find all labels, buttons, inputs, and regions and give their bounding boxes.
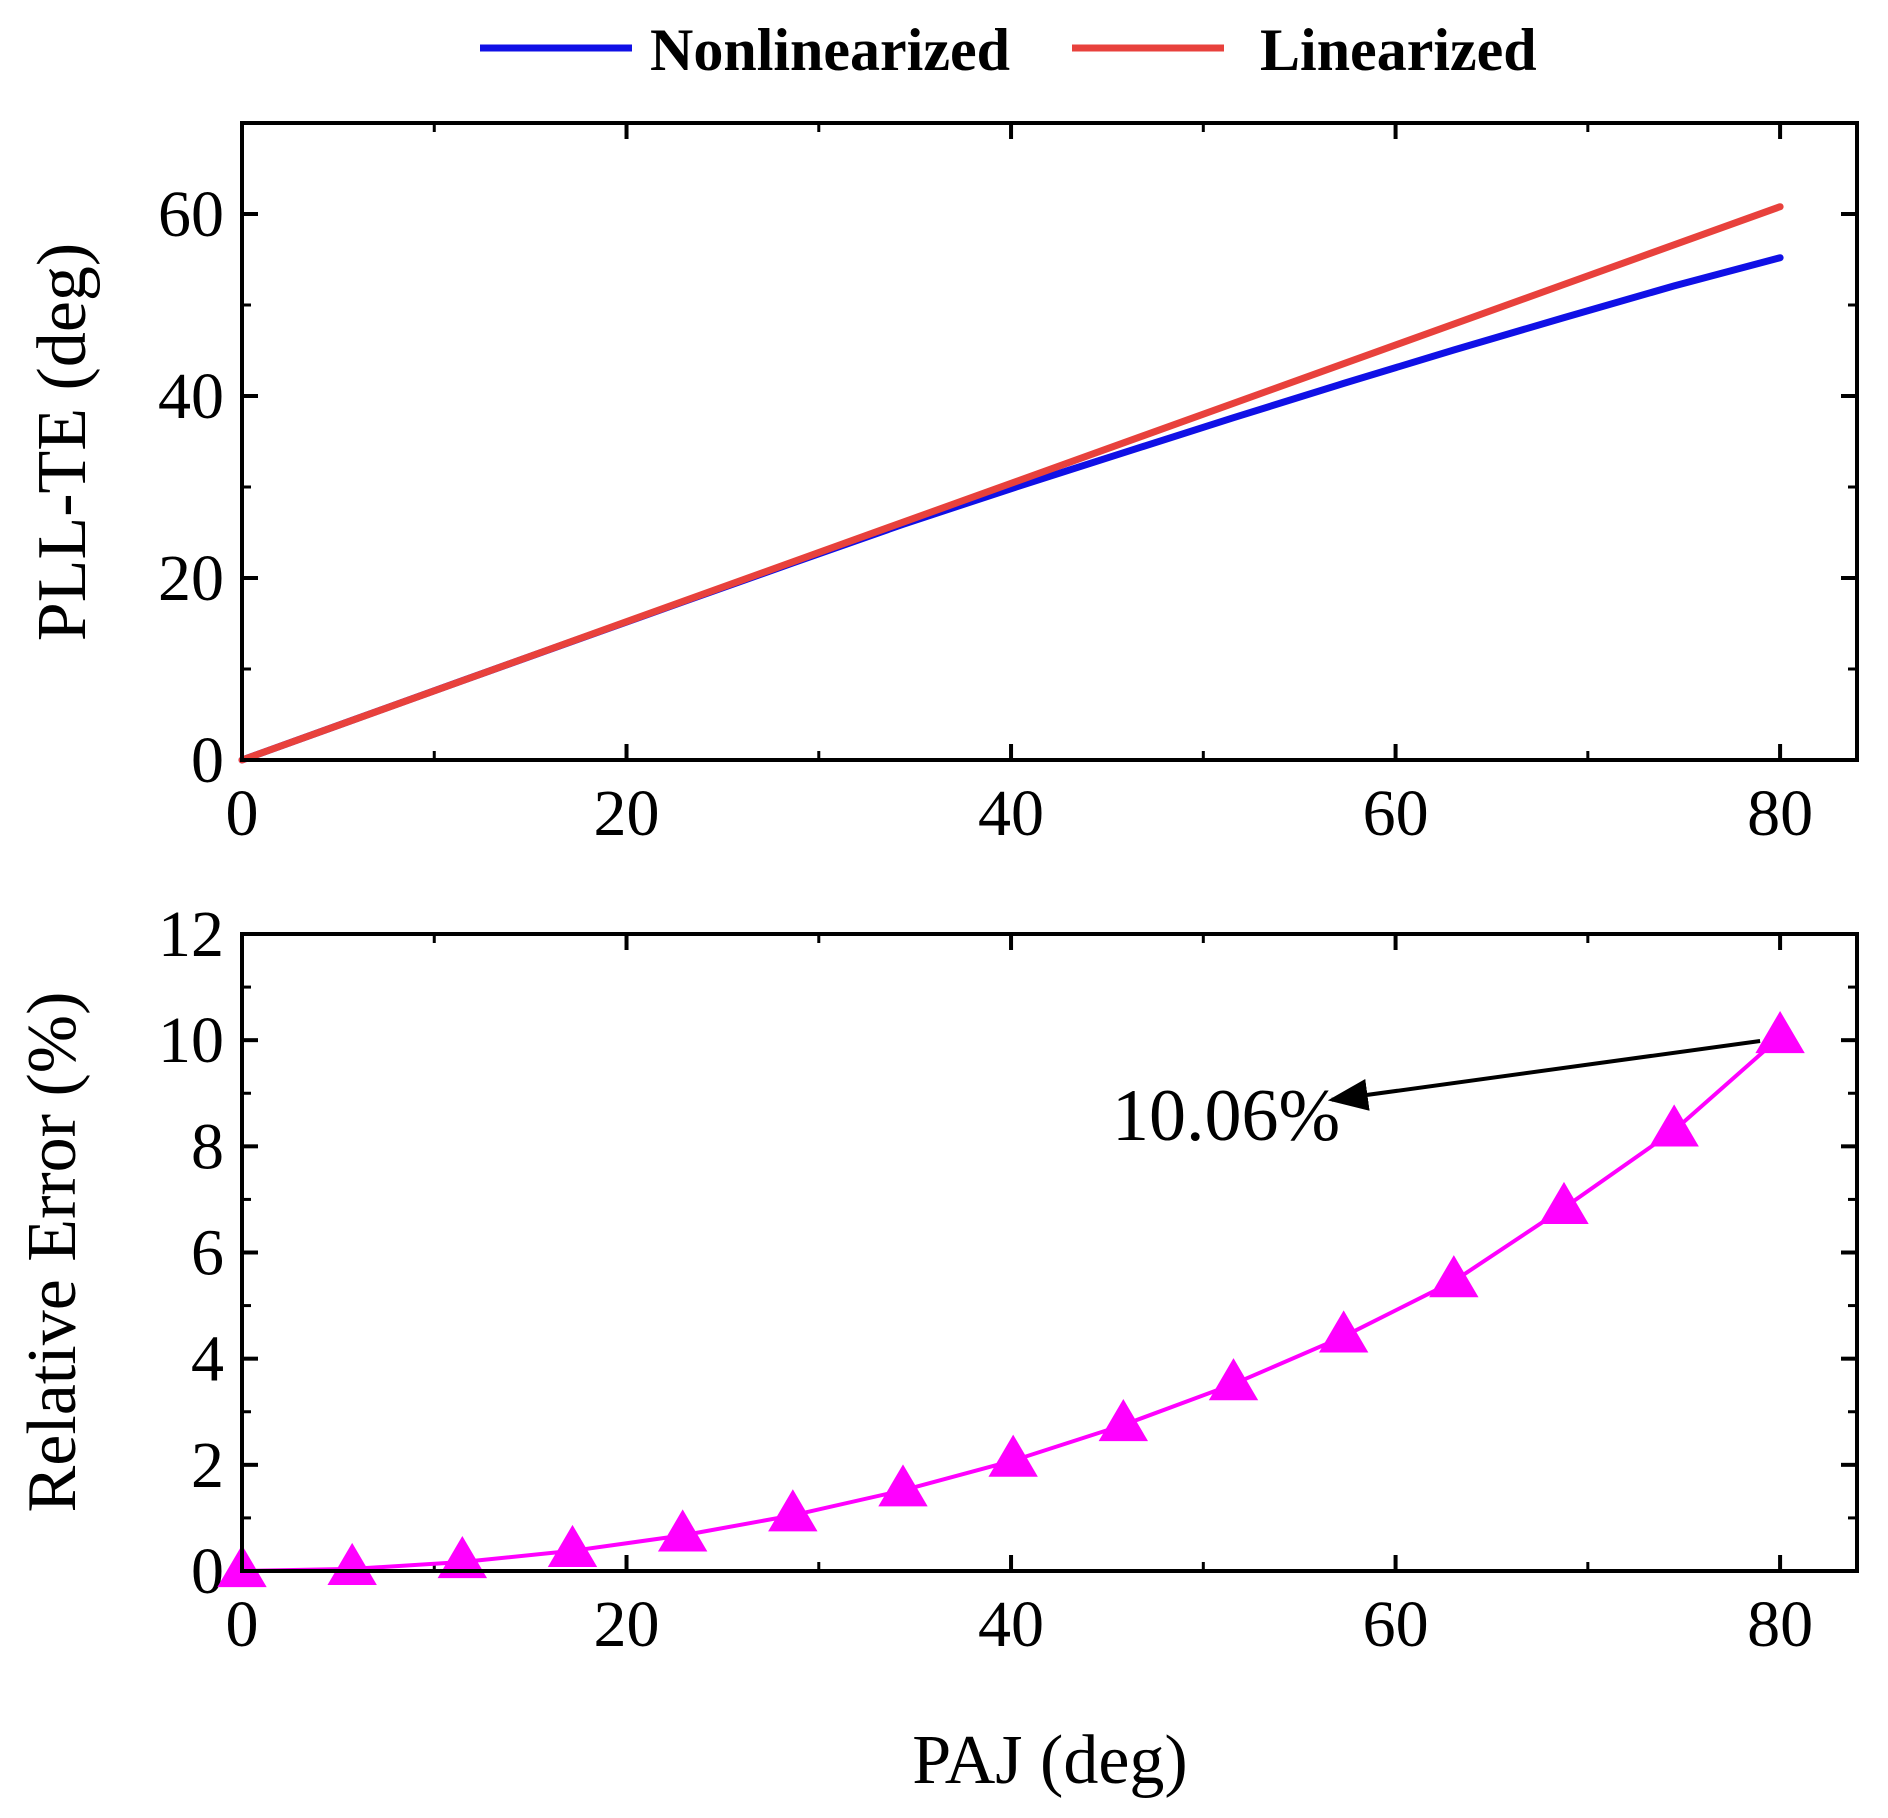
top-chart-panel: 0 20 40 60 80 0 20 40 60 PLL-TE (deg) [24,121,1859,850]
data-point-marker [1208,1358,1259,1401]
top-x-tick-label: 20 [594,777,660,850]
top-x-tick-label: 40 [978,777,1044,850]
data-point-marker [1318,1310,1369,1353]
legend-label-nonlinearized: Nonlinearized [650,17,1010,83]
bottom-axis-ticks: 0 20 40 60 80 0 2 4 6 8 10 12 [158,898,1857,1661]
data-point-marker [1539,1181,1589,1225]
series-line-linearized [238,203,1784,764]
data-point-marker [878,1464,928,1507]
data-point-marker [657,1509,708,1552]
top-x-tick-label: 60 [1363,777,1429,850]
bottom-x-tick-label: 60 [1363,1588,1429,1661]
data-point-marker [1755,1010,1805,1054]
bottom-y-tick-label: 0 [191,1535,224,1608]
series-line-nonlinearized [238,254,1784,764]
bottom-plot-frame [240,932,1859,1573]
bottom-y-axis-title: Relative Error (%) [14,992,91,1513]
top-x-tick-label: 80 [1747,777,1813,850]
top-y-tick-label: 20 [158,542,224,615]
top-y-tick-label: 40 [158,360,224,433]
bottom-y-tick-label: 10 [158,1004,224,1077]
data-point-marker [437,1535,488,1579]
top-x-tick-label: 0 [226,777,259,850]
bottom-series [217,1010,1805,1588]
bottom-chart-panel: 0 20 40 60 80 0 2 4 6 8 10 12 Relative Error (%) PA… [14,898,1859,1799]
bottom-x-tick-label: 40 [978,1588,1044,1661]
bottom-y-tick-label: 6 [191,1217,224,1290]
bottom-y-tick-label: 12 [158,898,224,971]
data-point-marker [547,1524,598,1567]
legend-label-linearized: Linearized [1260,17,1537,83]
data-point-marker [1429,1255,1479,1298]
data-point-marker [327,1542,377,1585]
bottom-y-tick-label: 2 [191,1429,224,1502]
bottom-x-tick-label: 80 [1747,1588,1813,1661]
bottom-y-tick-label: 4 [191,1323,224,1396]
data-point-marker [1098,1399,1149,1442]
x-axis-title: PAJ (deg) [912,1722,1188,1799]
bottom-y-tick-label: 8 [191,1110,224,1183]
bottom-x-tick-label: 20 [594,1588,660,1661]
top-series-lines [238,203,1784,764]
legend: Nonlinearized Linearized [480,17,1537,83]
data-point-marker [1649,1104,1699,1147]
data-point-marker [768,1489,818,1532]
bottom-x-tick-label: 0 [226,1588,259,1661]
top-plot-frame [240,121,1859,762]
data-point-marker [988,1434,1038,1477]
annotation-arrow [1327,1039,1761,1111]
annotation: 10.06% [1112,1039,1761,1157]
series-line-relative-error [240,1035,1783,1573]
top-y-axis-title: PLL-TE (deg) [24,243,101,641]
top-axis-ticks: 0 20 40 60 80 0 20 40 60 [158,123,1857,850]
annotation-label: 10.06% [1112,1075,1340,1157]
top-y-tick-label: 60 [158,178,224,251]
top-y-tick-label: 0 [191,724,224,797]
